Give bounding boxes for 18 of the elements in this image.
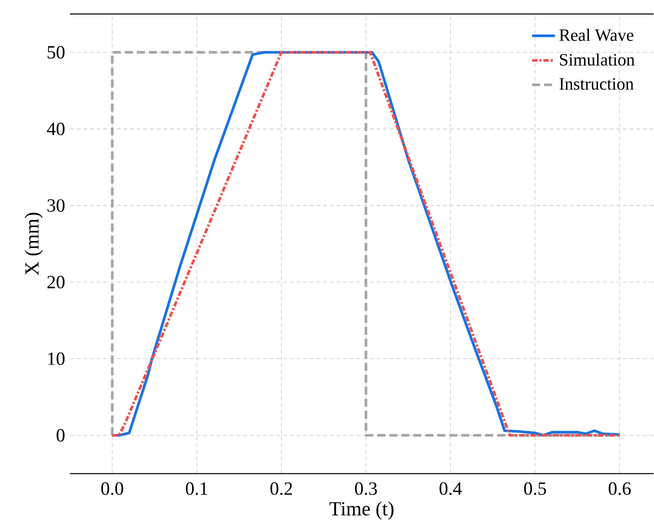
y-tick-label: 0 [56,429,65,442]
legend-label: Real Wave [559,28,634,42]
y-axis-title: X (mm) [24,212,43,276]
x-tick-label: 0.6 [608,482,631,496]
x-axis-title: Time (t) [329,502,394,520]
y-tick-label: 40 [46,122,65,136]
x-tick-label: 0.0 [101,482,124,496]
y-tick-label: 10 [48,352,65,366]
x-tick-label: 0.5 [524,482,546,496]
y-tick-label: 50 [48,46,65,59]
legend-label: Simulation [560,54,635,66]
x-tick-label: 0.1 [186,482,208,496]
legend-label: Instruction [559,78,634,90]
x-tick-label: 0.2 [270,482,292,496]
y-tick-label: 30 [47,199,65,212]
x-tick-label: 0.3 [354,482,377,496]
x-tick-label: 0.4 [440,482,462,496]
y-tick-label: 20 [47,276,65,289]
